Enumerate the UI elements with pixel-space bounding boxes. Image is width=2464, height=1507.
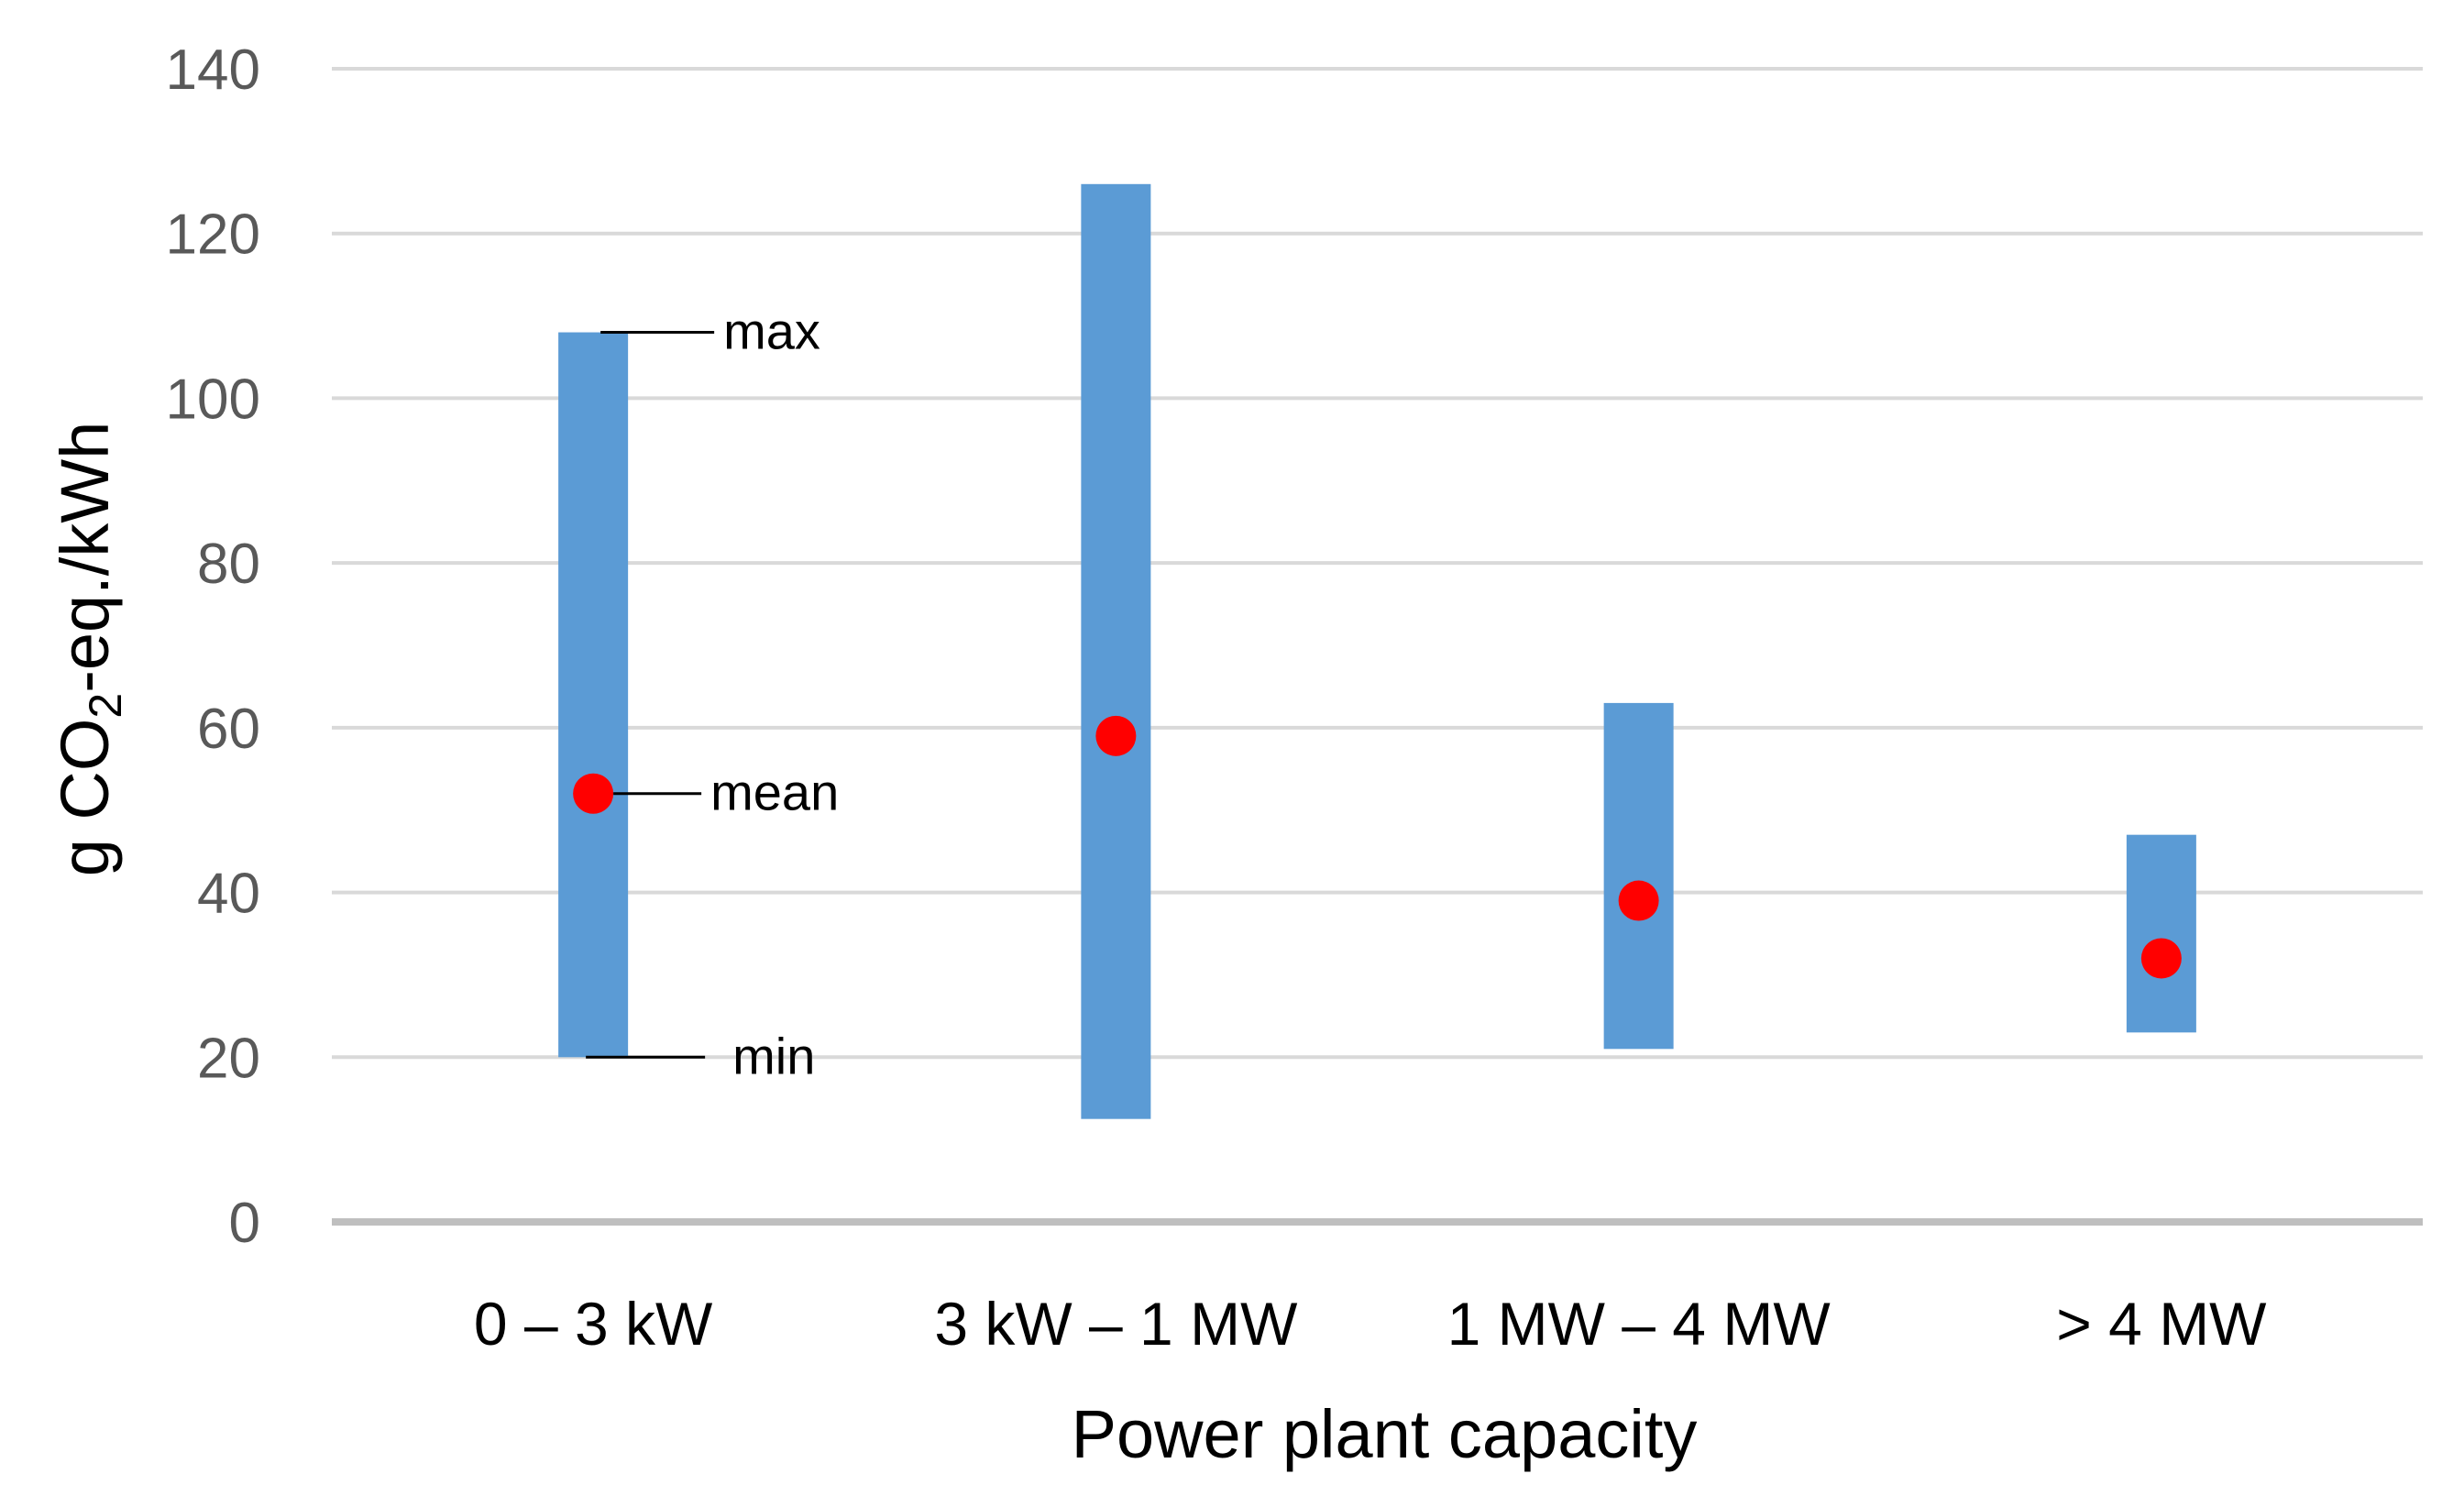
y-tick-label: 140: [166, 38, 260, 102]
y-tick-label: 80: [197, 533, 260, 596]
y-tick-label: 100: [166, 368, 260, 431]
range-bar: [558, 332, 629, 1058]
x-category-label: 0 – 3 kW: [474, 1290, 713, 1358]
mean-annotation: mean: [710, 764, 839, 821]
y-tick-label: 120: [166, 204, 260, 267]
y-axis-title-prefix: g CO: [47, 719, 123, 877]
range-bar: [2126, 834, 2196, 1033]
range-bar: [1603, 702, 1674, 1050]
y-tick-label: 60: [197, 698, 260, 761]
min-annotation: min: [732, 1027, 815, 1084]
mean-marker: [1095, 715, 1137, 756]
mean-marker: [1618, 880, 1659, 921]
range-bars: [558, 183, 2196, 1119]
max-annotation: max: [723, 302, 820, 360]
mean-marker: [573, 773, 614, 814]
y-axis-title-suffix: -eq./kWh: [47, 422, 123, 693]
mean-marker: [2140, 938, 2182, 979]
y-axis-title-subscript: 2: [80, 693, 131, 719]
x-category-label: 1 MW – 4 MW: [1447, 1290, 1832, 1358]
x-axis-categories: 0 – 3 kW 3 kW – 1 MW 1 MW – 4 MW > 4 MW: [474, 1290, 2267, 1358]
range-bar: [1081, 183, 1151, 1119]
y-tick-label: 40: [197, 863, 260, 926]
x-axis-title: Power plant capacity: [1072, 1396, 1698, 1472]
annotations: max mean min: [586, 302, 839, 1084]
x-category-label: > 4 MW: [2056, 1290, 2267, 1358]
y-axis-title: g CO2-eq./kWh: [47, 422, 131, 877]
gridlines: [332, 67, 2423, 1226]
x-category-label: 3 kW – 1 MW: [934, 1290, 1298, 1358]
mean-markers: [573, 715, 2182, 979]
y-tick-label: 20: [197, 1027, 260, 1090]
y-tick-label: 0: [229, 1192, 260, 1255]
y-axis-ticks: 0 20 40 60 80 100 120 140: [166, 38, 260, 1255]
